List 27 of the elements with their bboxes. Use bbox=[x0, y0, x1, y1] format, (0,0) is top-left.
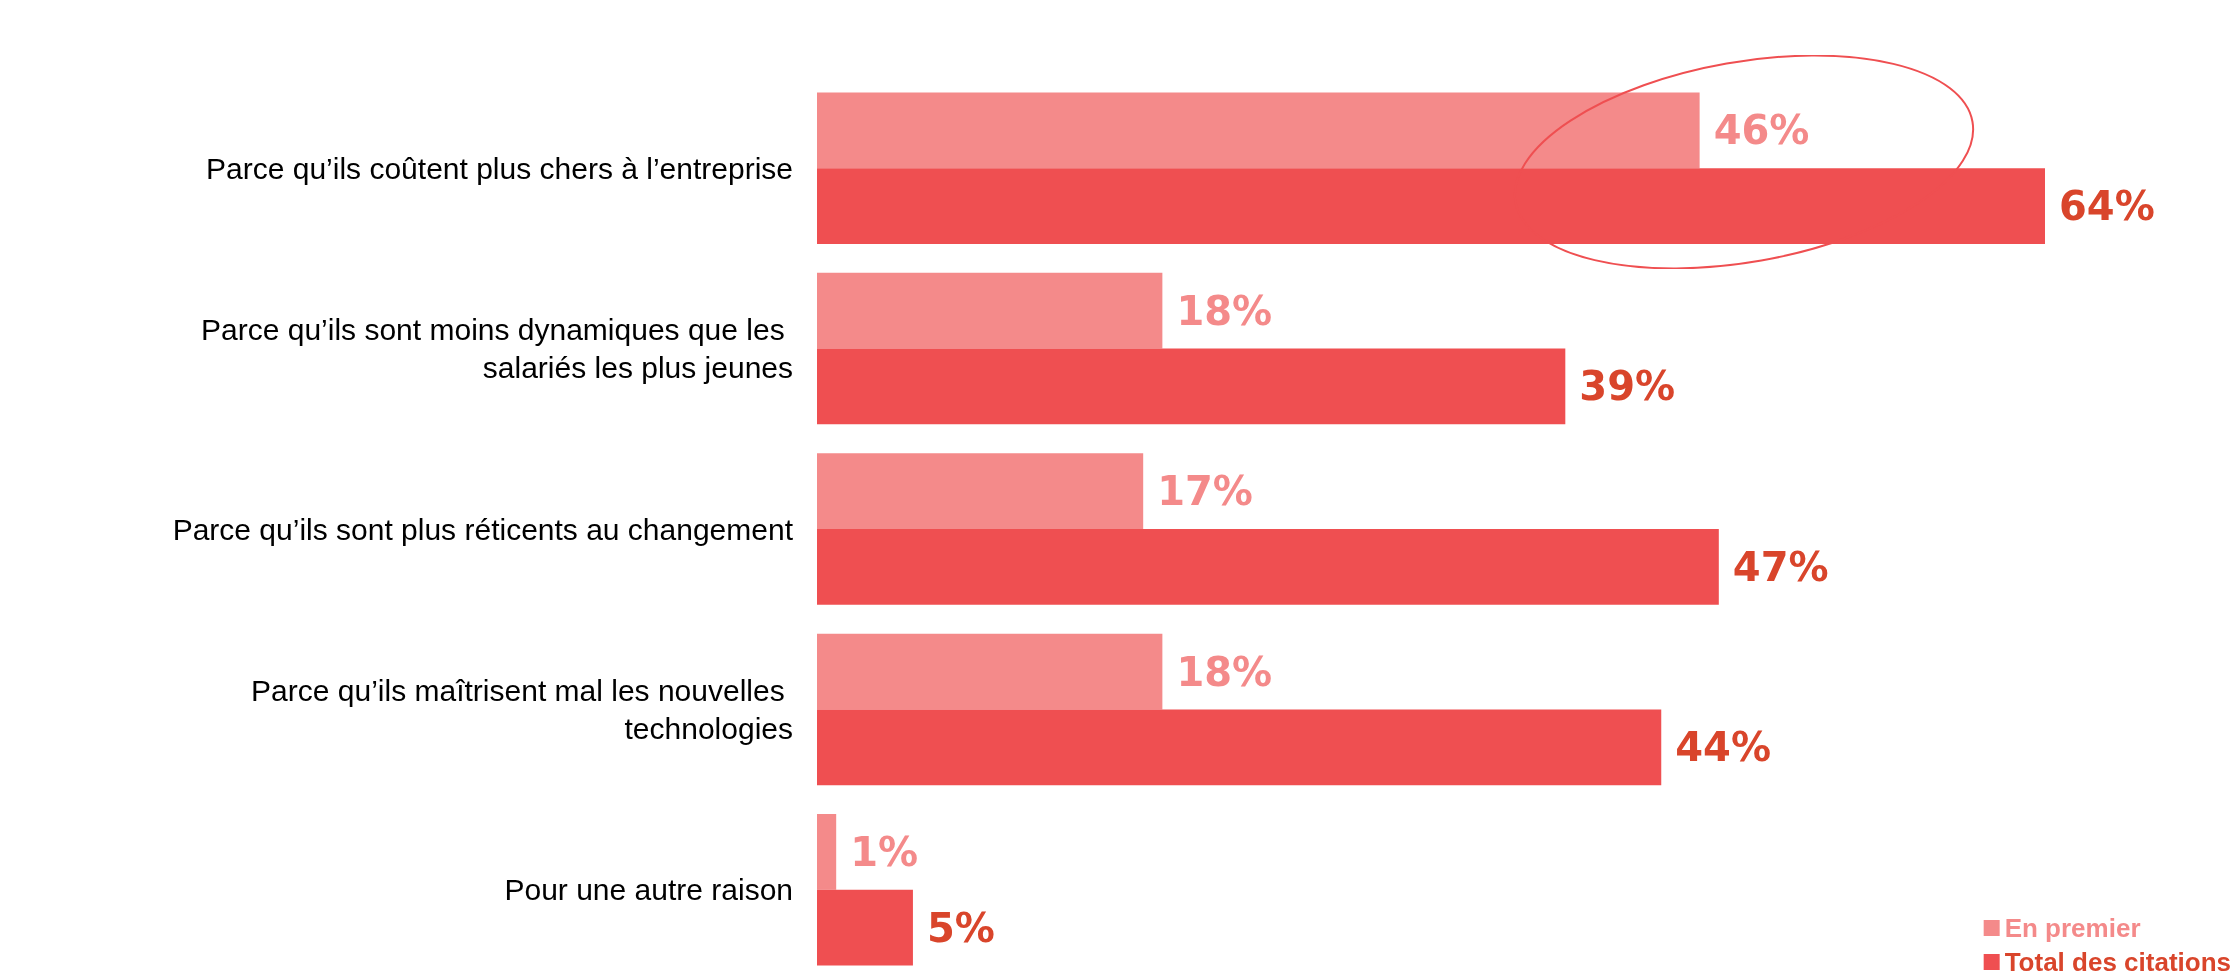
data-label: 1% bbox=[850, 828, 919, 875]
y-tick-label: Parce qu’ils sont moins dynamiques que les salariés les plus jeunes bbox=[201, 313, 793, 385]
y-tick-label: Parce qu’ils maîtrisent mal les nouvelles technologies bbox=[251, 673, 793, 745]
data-label: 39% bbox=[1579, 363, 1676, 410]
data-label: 64% bbox=[2059, 183, 2155, 230]
bar bbox=[817, 709, 1662, 786]
data-label: 17% bbox=[1157, 468, 1253, 515]
bar bbox=[817, 348, 1566, 425]
bar bbox=[817, 529, 1719, 605]
data-label: 5% bbox=[926, 904, 995, 951]
data-label: 18% bbox=[1176, 287, 1273, 334]
bar bbox=[817, 453, 1144, 529]
bar bbox=[817, 633, 1163, 710]
bar bbox=[817, 168, 2045, 244]
bar bbox=[817, 814, 837, 890]
bar bbox=[817, 272, 1163, 349]
bar bbox=[817, 889, 913, 966]
bar bbox=[817, 92, 1700, 169]
data-label: 46% bbox=[1713, 107, 1810, 154]
data-label: 18% bbox=[1176, 648, 1273, 695]
y-tick-label: Parce qu’ils coûtent plus chers à l’entreprise bbox=[206, 151, 793, 185]
data-label: 47% bbox=[1732, 543, 1829, 590]
y-tick-label: Pour une autre raison bbox=[504, 873, 793, 907]
data-label: 44% bbox=[1675, 724, 1771, 771]
legend-label: En premier bbox=[2004, 913, 2141, 943]
legend-label: Total des citations bbox=[2004, 947, 2232, 977]
y-tick-label: Parce qu’ils sont plus réticents au changement bbox=[172, 512, 794, 546]
